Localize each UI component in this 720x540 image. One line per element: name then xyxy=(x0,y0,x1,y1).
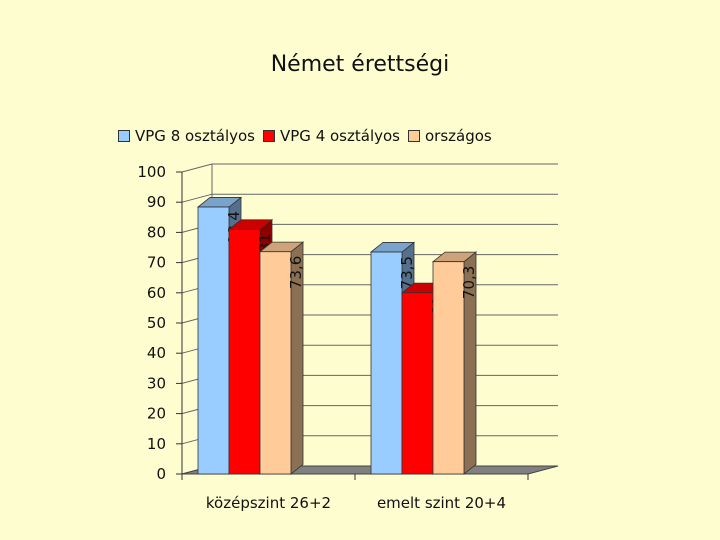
y-tick-label: 90 xyxy=(147,193,166,211)
y-tick-label: 20 xyxy=(147,405,166,423)
gridline-depth xyxy=(181,163,213,173)
data-label: 70,3 xyxy=(460,266,478,299)
x-category-label: középszint 26+2 xyxy=(206,494,331,512)
chart-title: Német érettségi xyxy=(270,52,450,77)
legend-label-vpg4: VPG 4 osztályos xyxy=(280,127,400,145)
y-tick-label: 30 xyxy=(147,374,166,392)
legend-swatch-orszagos xyxy=(408,130,420,142)
y-tick-label: 40 xyxy=(147,344,166,362)
legend-swatch-vpg4 xyxy=(263,130,275,142)
y-tick-label: 80 xyxy=(147,223,166,241)
legend-swatch-vpg8 xyxy=(118,130,130,142)
y-tick-label: 0 xyxy=(156,465,166,483)
legend: VPG 8 osztályos VPG 4 osztályos országos xyxy=(118,126,500,146)
y-tick-label: 100 xyxy=(137,163,166,181)
x-category-label: emelt szint 20+4 xyxy=(377,494,506,512)
bar xyxy=(228,228,261,475)
bar xyxy=(432,261,465,475)
data-label: 73,5 xyxy=(398,256,416,289)
y-tick-label: 10 xyxy=(147,435,166,453)
gridline-depth xyxy=(181,193,213,203)
data-label: 73,6 xyxy=(287,256,305,289)
y-tick-label: 60 xyxy=(147,284,166,302)
legend-label-orszagos: országos xyxy=(425,127,492,145)
bar xyxy=(370,251,403,475)
legend-item-vpg4: VPG 4 osztályos xyxy=(263,127,400,145)
bar xyxy=(259,251,292,475)
bar xyxy=(401,292,434,475)
bar xyxy=(197,206,230,475)
y-tick-label: 70 xyxy=(147,254,166,272)
legend-item-orszagos: országos xyxy=(408,127,492,145)
legend-label-vpg8: VPG 8 osztályos xyxy=(135,127,255,145)
legend-item-vpg8: VPG 8 osztályos xyxy=(118,127,255,145)
y-tick-label: 50 xyxy=(147,314,166,332)
